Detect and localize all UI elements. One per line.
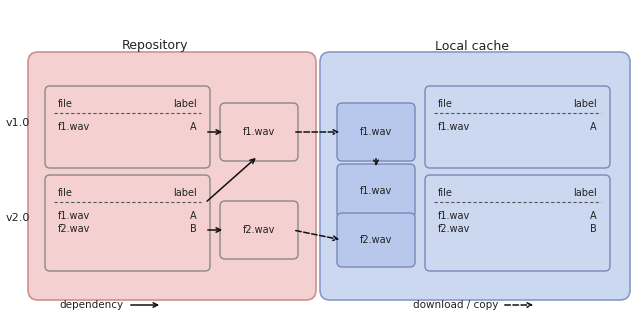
FancyBboxPatch shape (28, 52, 316, 300)
Text: label: label (173, 188, 197, 198)
Text: label: label (573, 188, 597, 198)
FancyBboxPatch shape (320, 52, 630, 300)
Text: f2.wav: f2.wav (438, 224, 470, 234)
FancyBboxPatch shape (425, 86, 610, 168)
Text: f1.wav: f1.wav (58, 211, 90, 221)
Text: f1.wav: f1.wav (438, 211, 470, 221)
Text: dependency: dependency (60, 300, 124, 310)
Text: B: B (190, 224, 197, 234)
Text: label: label (573, 99, 597, 109)
Text: A: A (590, 211, 597, 221)
FancyBboxPatch shape (337, 164, 415, 218)
Text: f2.wav: f2.wav (360, 235, 392, 245)
FancyBboxPatch shape (45, 175, 210, 271)
Text: f1.wav: f1.wav (360, 186, 392, 196)
Text: Local cache: Local cache (435, 39, 509, 52)
FancyBboxPatch shape (220, 201, 298, 259)
Text: file: file (438, 99, 453, 109)
FancyBboxPatch shape (337, 213, 415, 267)
Text: v2.0: v2.0 (6, 213, 30, 223)
Text: file: file (58, 99, 73, 109)
Text: A: A (590, 122, 597, 132)
Text: f1.wav: f1.wav (243, 127, 275, 137)
Text: download / copy: download / copy (413, 300, 498, 310)
Text: f2.wav: f2.wav (58, 224, 90, 234)
Text: Repository: Repository (122, 39, 188, 52)
Text: f2.wav: f2.wav (243, 225, 275, 235)
Text: v1.0: v1.0 (6, 118, 30, 128)
Text: A: A (190, 211, 197, 221)
Text: file: file (438, 188, 453, 198)
Text: f1.wav: f1.wav (438, 122, 470, 132)
Text: file: file (58, 188, 73, 198)
FancyBboxPatch shape (220, 103, 298, 161)
FancyBboxPatch shape (45, 86, 210, 168)
FancyBboxPatch shape (337, 103, 415, 161)
Text: B: B (590, 224, 597, 234)
Text: label: label (173, 99, 197, 109)
Text: A: A (190, 122, 197, 132)
FancyBboxPatch shape (425, 175, 610, 271)
Text: f1.wav: f1.wav (58, 122, 90, 132)
Text: f1.wav: f1.wav (360, 127, 392, 137)
